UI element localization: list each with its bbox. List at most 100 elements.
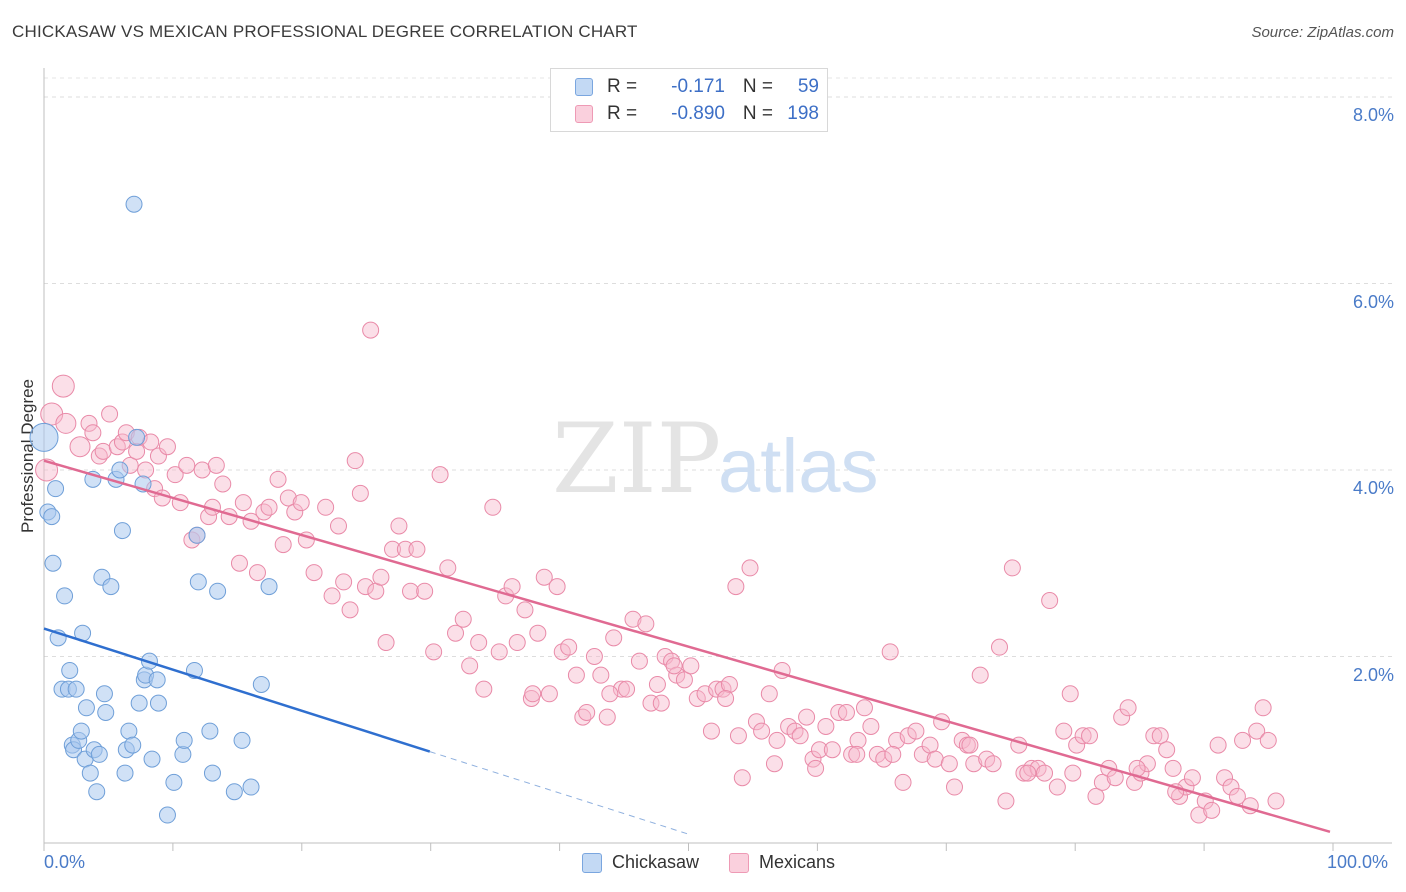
mexicans-point-143	[940, 755, 958, 773]
chickasaw-point-3	[44, 554, 62, 572]
mexicans-point-90	[598, 708, 616, 726]
mexicans-point-102	[675, 671, 693, 689]
mexicans-points	[35, 321, 1285, 824]
mexicans-point-205	[1019, 764, 1037, 782]
mexicans-point-76	[508, 634, 526, 652]
mexicans-point-95	[630, 652, 648, 670]
chickasaw-point-17	[77, 699, 95, 717]
mexicans-point-189	[1234, 731, 1252, 749]
mexicans-point-136	[894, 773, 912, 791]
mexicans-point-17	[142, 433, 160, 451]
mexicans-point-128	[843, 745, 861, 763]
mexicans-point-43	[292, 494, 310, 512]
mexicans-point-42	[286, 503, 304, 521]
mexicans-point-47	[323, 587, 341, 605]
mexicans-point-147	[965, 755, 983, 773]
chickasaw-point-7	[56, 587, 74, 605]
legend-n-label: N =	[742, 103, 773, 124]
mexicans-point-0	[35, 458, 59, 482]
mexicans-point-96	[637, 615, 655, 633]
mexicans-point-110	[727, 578, 745, 596]
mexicans-point-46	[317, 498, 335, 516]
mexicans-point-10	[108, 438, 126, 456]
chickasaw-point-29	[113, 522, 131, 540]
mexicans-point-125	[823, 741, 841, 759]
mexicans-point-112	[741, 559, 759, 577]
mexicans-point-21	[158, 438, 176, 456]
chickasaw-point-55	[233, 731, 251, 749]
mexicans-point-191	[1248, 722, 1266, 740]
chickasaw-point-51	[201, 722, 219, 740]
chickasaw-point-18	[81, 764, 99, 782]
mexicans-point-58	[384, 540, 402, 558]
legend-n-value-chickasaw: 59	[797, 76, 819, 97]
chickasaw-point-43	[149, 694, 167, 712]
mexicans-point-159	[1041, 592, 1059, 610]
mexicans-point-84	[560, 638, 578, 656]
mexicans-point-31	[214, 475, 232, 493]
chickasaw-point-25	[97, 703, 115, 721]
chickasaw-points	[29, 195, 278, 824]
mexicans-point-91	[605, 629, 623, 647]
mexicans-point-141	[926, 750, 944, 768]
mexicans-point-70	[470, 634, 488, 652]
mexicans-point-49	[335, 573, 353, 591]
legend-item-mexicans: Mexicans	[729, 852, 835, 873]
mexicans-point-195	[848, 745, 866, 763]
mexicans-point-138	[907, 722, 925, 740]
chickasaw-point-28	[111, 461, 129, 479]
mexicans-point-75	[503, 578, 521, 596]
mexicans-point-114	[753, 722, 771, 740]
legend-row-mexicans: R = -0.890 N = 198	[575, 102, 819, 126]
mexicans-point-66	[439, 559, 457, 577]
mexicans-point-116	[765, 755, 783, 773]
y-tick-label-3: 8.0%	[1352, 105, 1394, 125]
mexicans-point-197	[1064, 764, 1082, 782]
mexicans-point-207	[717, 689, 735, 707]
chickasaw-point-42	[148, 671, 166, 689]
mexicans-point-123	[810, 741, 828, 759]
chickasaw-point-49	[188, 526, 206, 544]
mexicans-point-121	[798, 708, 816, 726]
mexicans-point-2	[51, 374, 75, 398]
mexicans-point-209	[524, 685, 542, 703]
mexicans-point-161	[1055, 722, 1073, 740]
chickasaw-point-58	[260, 578, 278, 596]
chickasaw-point-56	[242, 778, 260, 796]
mexicans-point-50	[341, 601, 359, 619]
mexicans-point-181	[1183, 769, 1201, 787]
chickasaw-point-50	[189, 573, 207, 591]
chickasaw-point-36	[130, 694, 148, 712]
mexicans-point-160	[1048, 778, 1066, 796]
mexicans-point-89	[592, 666, 610, 684]
chickasaw-point-24	[95, 685, 113, 703]
legend-n-label: N =	[742, 76, 773, 97]
chickasaw-trend-extension	[429, 751, 688, 835]
mexicans-point-16	[137, 461, 155, 479]
chickasaw-point-2	[43, 508, 61, 526]
mexicans-point-185	[1209, 736, 1227, 754]
chickasaw-point-45	[165, 773, 183, 791]
chickasaw-point-44	[158, 806, 176, 824]
mexicans-point-120	[791, 727, 809, 745]
mexicans-point-182	[1190, 806, 1208, 824]
mexicans-point-186	[1216, 769, 1234, 787]
mexicans-point-45	[305, 564, 323, 582]
mexicans-point-94	[624, 610, 642, 628]
chickasaw-point-57	[252, 675, 270, 693]
mexicans-point-56	[372, 568, 390, 586]
mexicans-point-40	[274, 536, 292, 554]
chickasaw-point-53	[209, 582, 227, 600]
mexicans-point-174	[1138, 755, 1156, 773]
mexicans-point-201	[729, 727, 747, 745]
mexicans-point-87	[578, 703, 596, 721]
mexicans-point-38	[260, 498, 278, 516]
chart-title: CHICKASAW VS MEXICAN PROFESSIONAL DEGREE…	[12, 22, 638, 41]
mexicans-point-52	[351, 484, 369, 502]
mexicans-point-65	[431, 466, 449, 484]
mexicans-point-62	[408, 540, 426, 558]
mexicans-point-200	[601, 685, 619, 703]
mexicans-point-79	[529, 624, 547, 642]
mexicans-point-9	[101, 405, 119, 423]
